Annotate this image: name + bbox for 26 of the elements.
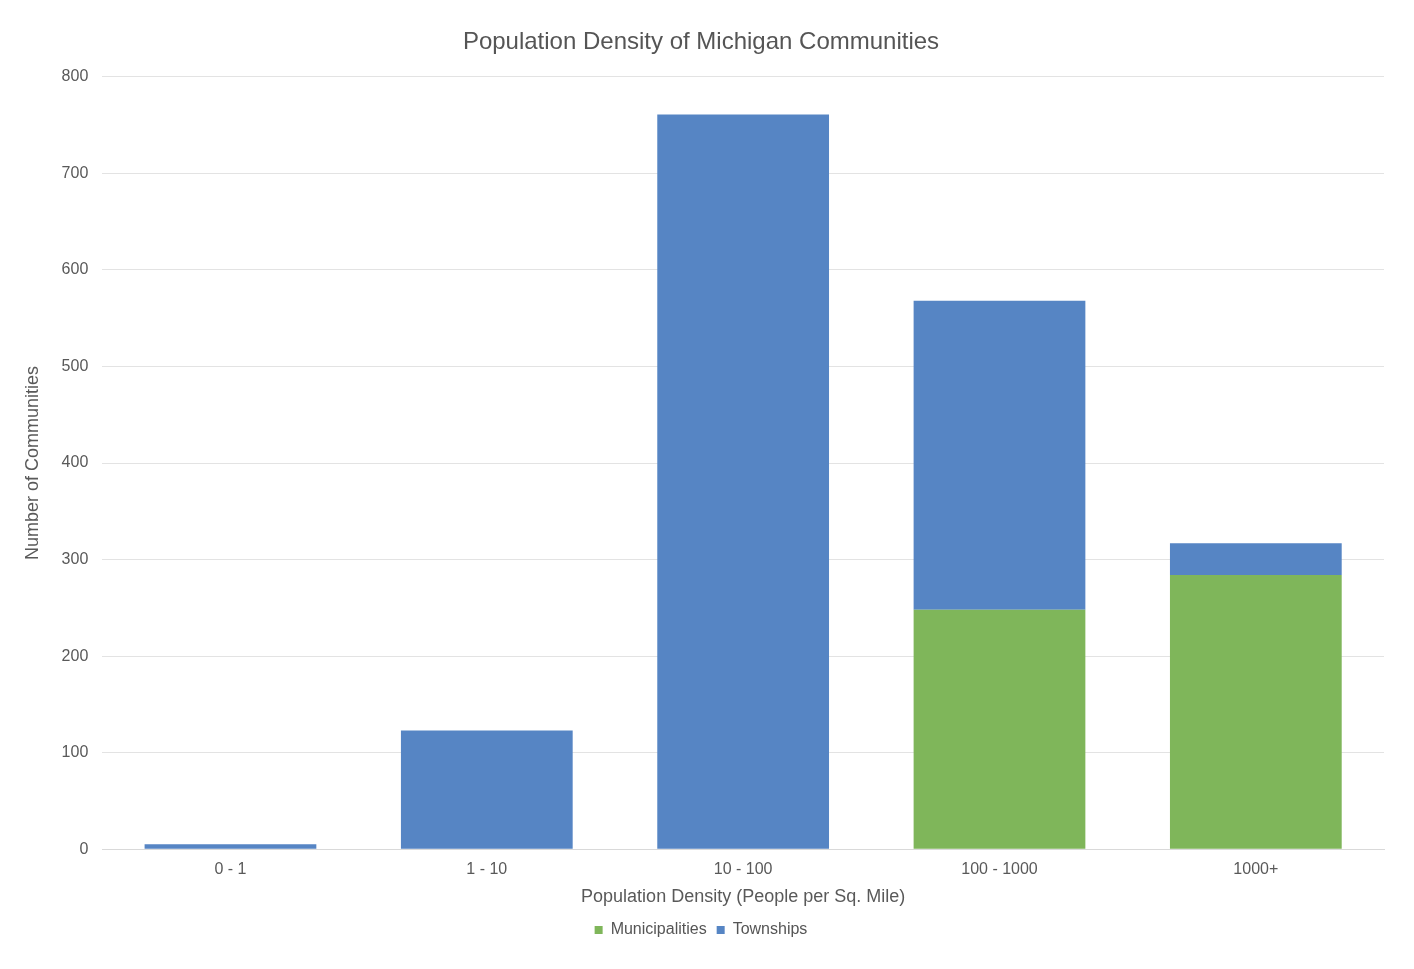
x-tick-label: 0 - 1 xyxy=(214,860,247,878)
y-tick-label: 0 xyxy=(79,839,89,857)
chart-title: Population Density of Michigan Communities xyxy=(462,27,940,55)
bar xyxy=(913,300,1086,610)
bar xyxy=(144,844,317,849)
y-tick-label: 400 xyxy=(61,453,89,471)
y-tick-label: 600 xyxy=(61,260,89,278)
bar xyxy=(400,730,573,849)
x-tick-label: 1000+ xyxy=(1233,860,1279,878)
bar xyxy=(913,609,1086,849)
x-tick-label: 100 - 1000 xyxy=(961,860,1038,878)
y-tick-label: 700 xyxy=(61,163,89,181)
legend-label: Townships xyxy=(732,920,808,938)
x-axis-title: Population Density (People per Sq. Mile) xyxy=(581,886,906,907)
y-axis-title: Number of Communities xyxy=(21,365,42,561)
bar xyxy=(657,114,830,849)
y-tick-label: 800 xyxy=(61,67,89,85)
x-tick-label: 10 - 100 xyxy=(713,860,773,878)
bar xyxy=(1169,575,1342,849)
y-tick-label: 500 xyxy=(61,356,89,374)
legend-label: Municipalities xyxy=(610,920,707,938)
x-tick-label: 1 - 10 xyxy=(466,860,508,878)
bar xyxy=(1169,543,1342,575)
y-tick-label: 300 xyxy=(61,549,89,567)
y-tick-label: 100 xyxy=(61,743,89,761)
y-tick-label: 200 xyxy=(61,646,89,664)
